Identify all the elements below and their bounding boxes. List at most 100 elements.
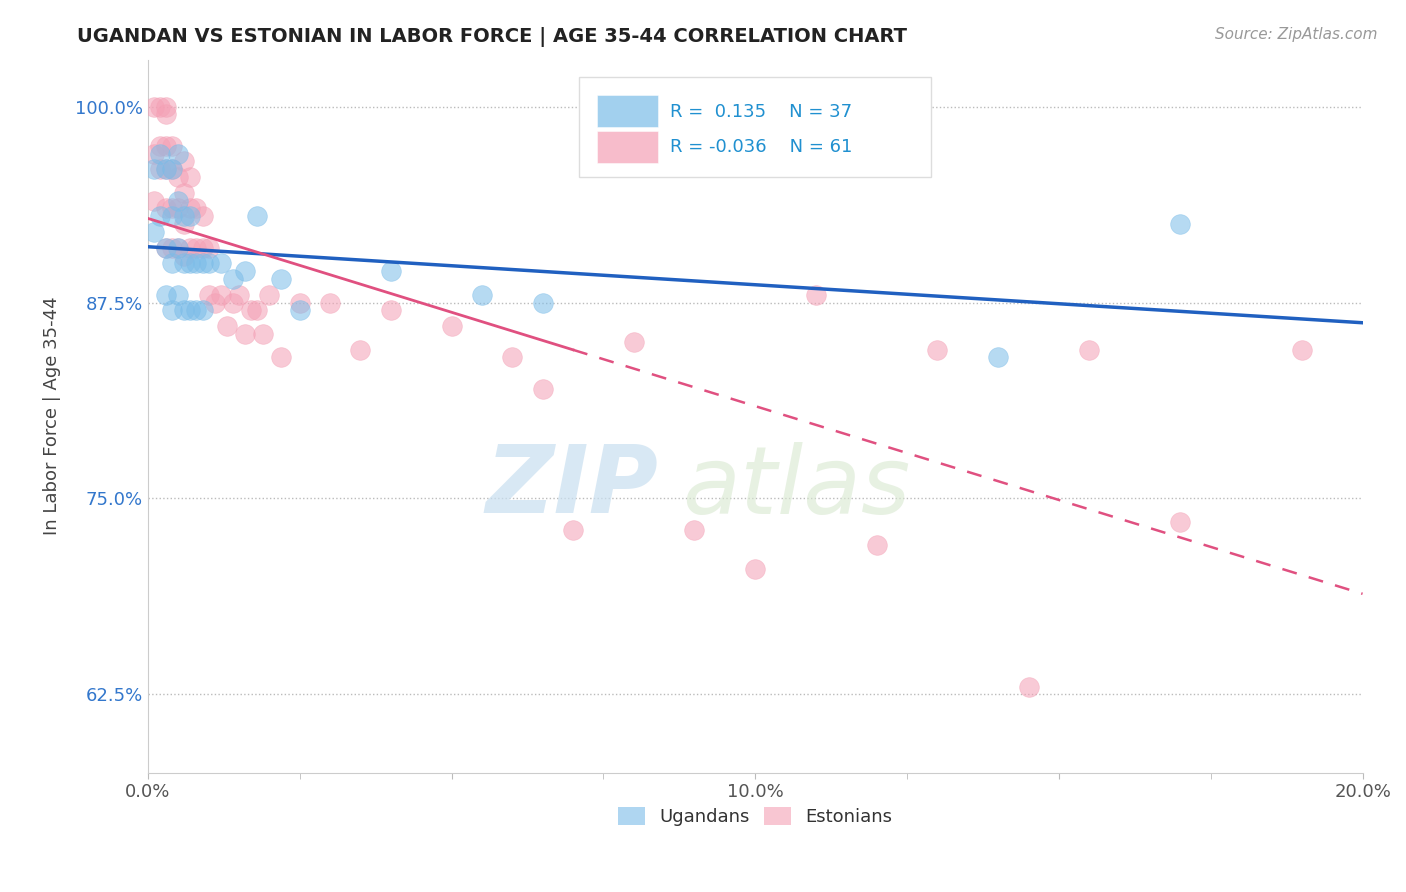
Point — [179, 303, 201, 318]
Point — [191, 210, 214, 224]
Point — [562, 523, 585, 537]
Legend: Ugandans, Estonians: Ugandans, Estonians — [609, 797, 901, 835]
Point — [270, 272, 292, 286]
Point — [1170, 515, 1192, 529]
Point — [270, 351, 292, 365]
Point — [167, 241, 190, 255]
Point — [531, 295, 554, 310]
Text: ZIP: ZIP — [485, 442, 658, 533]
Point — [215, 319, 238, 334]
Point — [804, 287, 827, 301]
Point — [160, 162, 183, 177]
Point — [246, 303, 269, 318]
Point — [167, 146, 190, 161]
Point — [155, 138, 177, 153]
Text: R =  0.135    N = 37: R = 0.135 N = 37 — [671, 103, 852, 120]
Point — [204, 295, 226, 310]
Point — [246, 210, 269, 224]
Point — [160, 138, 183, 153]
Point — [179, 256, 201, 270]
Point — [149, 146, 172, 161]
Point — [866, 539, 889, 553]
Point — [179, 202, 201, 216]
Point — [142, 162, 165, 177]
Point — [173, 256, 195, 270]
Point — [186, 256, 208, 270]
Point — [471, 287, 494, 301]
Point — [160, 162, 183, 177]
Point — [501, 351, 523, 365]
Point — [228, 287, 250, 301]
Point — [149, 162, 172, 177]
Point — [288, 295, 311, 310]
Point — [160, 256, 183, 270]
Point — [155, 162, 177, 177]
Point — [186, 241, 208, 255]
Point — [259, 287, 281, 301]
Point — [167, 241, 190, 255]
Point — [531, 382, 554, 396]
Point — [191, 241, 214, 255]
Point — [149, 138, 172, 153]
Point — [380, 303, 402, 318]
Point — [155, 162, 177, 177]
Point — [149, 100, 172, 114]
Point — [927, 343, 949, 357]
Point — [987, 351, 1010, 365]
Text: Source: ZipAtlas.com: Source: ZipAtlas.com — [1215, 27, 1378, 42]
Point — [155, 202, 177, 216]
Point — [155, 287, 177, 301]
Point — [1078, 343, 1101, 357]
Point — [160, 241, 183, 255]
Point — [160, 210, 183, 224]
Point — [233, 326, 256, 341]
Point — [252, 326, 274, 341]
Text: atlas: atlas — [682, 442, 911, 533]
Point — [186, 303, 208, 318]
Point — [155, 100, 177, 114]
Text: UGANDAN VS ESTONIAN IN LABOR FORCE | AGE 35-44 CORRELATION CHART: UGANDAN VS ESTONIAN IN LABOR FORCE | AGE… — [77, 27, 907, 46]
Point — [167, 194, 190, 208]
Point — [142, 194, 165, 208]
Point — [191, 256, 214, 270]
Point — [142, 100, 165, 114]
Point — [173, 248, 195, 262]
Point — [222, 272, 245, 286]
Point — [209, 287, 232, 301]
Point — [209, 256, 232, 270]
Point — [349, 343, 371, 357]
Point — [155, 241, 177, 255]
Point — [167, 287, 190, 301]
Point — [142, 146, 165, 161]
Point — [319, 295, 342, 310]
Point — [240, 303, 263, 318]
Point — [173, 186, 195, 200]
Point — [197, 241, 219, 255]
Point — [173, 303, 195, 318]
Point — [179, 170, 201, 185]
Point — [440, 319, 463, 334]
Point — [173, 154, 195, 169]
Point — [167, 202, 190, 216]
Point — [142, 225, 165, 239]
Point — [149, 210, 172, 224]
Point — [173, 217, 195, 231]
Point — [222, 295, 245, 310]
Point — [380, 264, 402, 278]
FancyBboxPatch shape — [598, 131, 658, 163]
Point — [160, 202, 183, 216]
Point — [623, 334, 645, 349]
Point — [1170, 217, 1192, 231]
Point — [155, 107, 177, 121]
Point — [186, 202, 208, 216]
Point — [173, 210, 195, 224]
FancyBboxPatch shape — [598, 95, 658, 128]
Point — [167, 170, 190, 185]
Point — [191, 303, 214, 318]
Point — [179, 241, 201, 255]
Point — [744, 562, 766, 576]
Point — [1291, 343, 1313, 357]
Point — [155, 241, 177, 255]
Text: R = -0.036    N = 61: R = -0.036 N = 61 — [671, 138, 852, 156]
Point — [197, 287, 219, 301]
